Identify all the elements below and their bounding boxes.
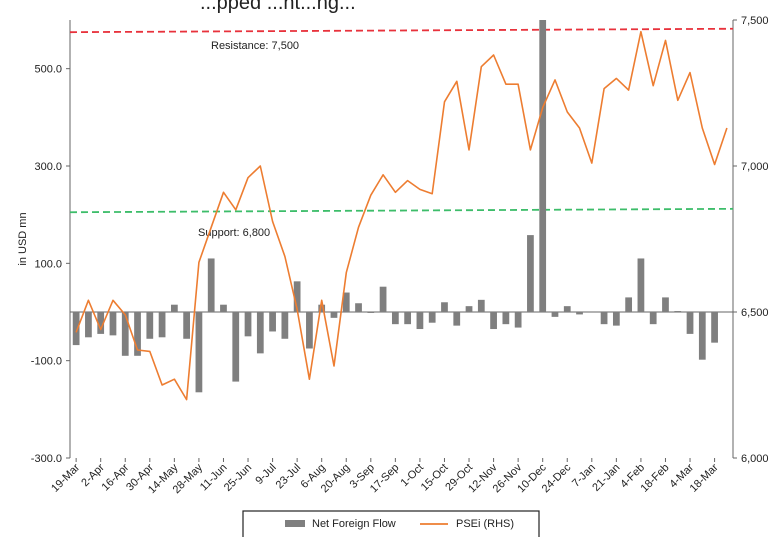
left-tick-label: -300.0 [31, 453, 62, 465]
net-foreign-flow-bar [637, 258, 645, 312]
net-foreign-flow-bar [342, 292, 350, 312]
net-foreign-flow-bar [453, 312, 461, 326]
net-foreign-flow-bar [109, 312, 117, 336]
net-foreign-flow-bar [477, 299, 485, 312]
legend-label-bar: Net Foreign Flow [312, 518, 396, 530]
net-foreign-flow-bar [330, 312, 338, 318]
net-foreign-flow-bar [306, 312, 313, 349]
psei-line [75, 30, 728, 401]
left-tick-label: 300.0 [34, 161, 62, 173]
legend-group: Net Foreign Flow PSEi (RHS) [242, 510, 540, 537]
resistance-line [69, 27, 734, 34]
reference-lines-group: Resistance: 7,500 Support: 6,800 [69, 27, 734, 239]
axes-group: -300.0 -100.0 100.0 300.0 500.0 6,000 6,500 7,0… [31, 15, 769, 496]
net-foreign-flow-bar [527, 235, 534, 312]
left-tick-label: 100.0 [34, 258, 62, 270]
net-foreign-flow-bar [588, 312, 596, 313]
net-foreign-flow-bar [269, 312, 276, 332]
net-foreign-flow-bar [97, 312, 105, 334]
net-foreign-flow-bar [502, 312, 510, 325]
support-label: Support: 6,800 [198, 227, 270, 239]
net-foreign-flow-bar [698, 312, 706, 360]
net-foreign-flow-bar [379, 286, 387, 312]
net-foreign-flow-bar [674, 311, 682, 312]
net-foreign-flow-bar [146, 312, 154, 339]
net-foreign-flow-bar [514, 312, 522, 328]
legend-label-line: PSEi (RHS) [456, 518, 514, 530]
left-tick-label: -100.0 [31, 356, 62, 368]
right-tick-label: 6,000 [741, 453, 769, 465]
net-foreign-flow-bar [318, 304, 326, 312]
net-foreign-flow-bar [662, 297, 669, 312]
net-foreign-flow-bar [281, 312, 289, 339]
right-tick-label: 7,000 [741, 161, 769, 173]
resistance-label: Resistance: 7,500 [211, 40, 299, 52]
net-foreign-flow-bar [416, 312, 424, 330]
x-tick-label: 25-Jun [222, 462, 254, 494]
net-foreign-flow-bar [158, 312, 166, 338]
net-foreign-flow-bar [539, 20, 547, 312]
right-tick-label: 7,500 [741, 15, 769, 27]
net-foreign-flow-bar [293, 281, 301, 312]
net-foreign-flow-bar [85, 312, 92, 338]
labels-group: in USD mn [17, 212, 29, 265]
net-foreign-flow-bar [355, 303, 362, 312]
cropped-title: ...pped ...nt...ng... [200, 0, 356, 14]
net-foreign-flow-bar [72, 312, 80, 346]
net-foreign-flow-bar [391, 312, 399, 325]
net-foreign-flow-bar [441, 302, 448, 312]
left-tick-label: 500.0 [34, 64, 62, 76]
net-foreign-flow-bar [686, 312, 694, 334]
net-foreign-flow-bar [220, 304, 227, 312]
x-tick-label: 18-Mar [688, 461, 721, 494]
net-foreign-flow-bar [612, 312, 620, 326]
net-foreign-flow-bar [563, 306, 571, 312]
x-tick-label: 23-Jul [274, 462, 304, 492]
net-foreign-flow-bar [490, 312, 497, 330]
net-foreign-flow-bar [367, 312, 375, 313]
net-foreign-flow-bar [207, 258, 215, 312]
net-foreign-flow-bar [170, 304, 178, 312]
net-foreign-flow-bar [134, 312, 141, 356]
net-foreign-flow-bar [404, 312, 412, 325]
x-tick-label: 19-Mar [49, 461, 82, 494]
net-foreign-flow-bar [183, 312, 191, 339]
net-foreign-flow-bar [195, 312, 203, 393]
net-foreign-flow-bar [428, 312, 436, 323]
net-foreign-flow-bar [232, 312, 240, 382]
right-tick-label: 6,500 [741, 307, 769, 319]
net-foreign-flow-bar [244, 312, 252, 337]
net-foreign-flow-bar [551, 312, 559, 317]
y-axis-label: in USD mn [17, 212, 29, 265]
net-foreign-flow-bar [600, 312, 608, 325]
net-foreign-flow-bar [256, 312, 264, 354]
net-foreign-flow-bar [711, 312, 718, 343]
legend-swatch-bar [285, 520, 305, 527]
net-foreign-flow-bar [576, 312, 583, 315]
support-line [69, 207, 734, 214]
net-foreign-flow-bar [465, 306, 473, 312]
psei-line-group [75, 30, 728, 401]
net-foreign-flow-bar [625, 297, 633, 312]
x-tick-label: 21-Jan [590, 462, 622, 494]
bars-group [72, 20, 718, 393]
net-foreign-flow-bar [121, 312, 129, 356]
net-foreign-flow-bar [649, 312, 657, 325]
